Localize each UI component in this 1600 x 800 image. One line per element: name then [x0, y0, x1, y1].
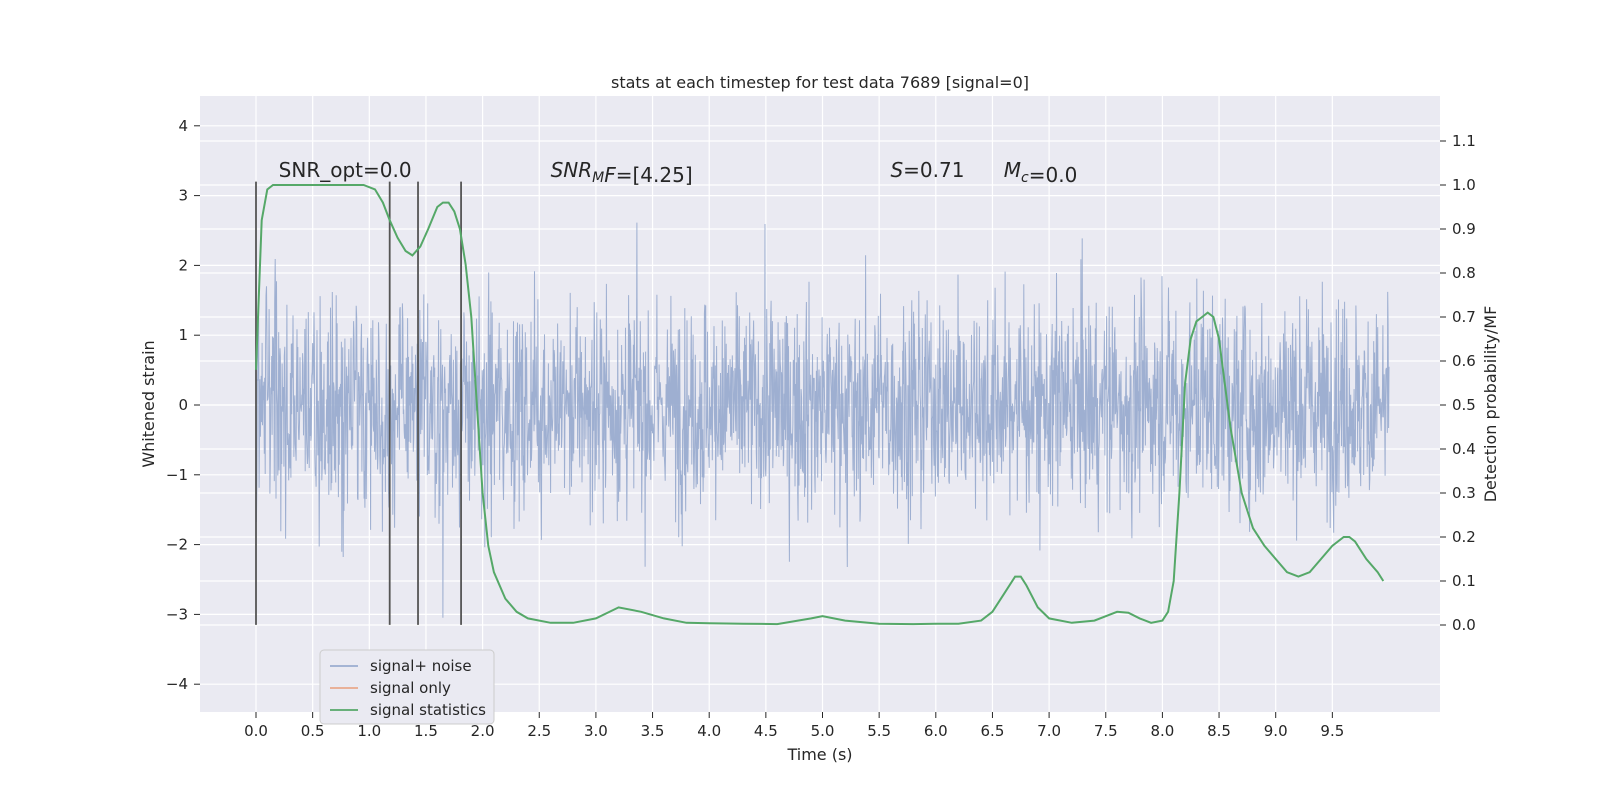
- x-tick-label: 3.0: [584, 722, 608, 740]
- x-tick-label: 9.0: [1264, 722, 1288, 740]
- y-right-tick-label: 0.5: [1452, 396, 1476, 414]
- y-right-tick-label: 0.0: [1452, 616, 1476, 634]
- legend-box: [319, 649, 495, 725]
- y-right-tick-label: 0.3: [1452, 484, 1476, 502]
- x-tick-label: 7.0: [1037, 722, 1061, 740]
- y-right-tick-label: 0.9: [1452, 220, 1476, 238]
- x-tick-label: 4.5: [754, 722, 778, 740]
- y-right-tick-label: 0.1: [1452, 572, 1476, 590]
- x-tick-label: 6.5: [981, 722, 1005, 740]
- y-right-axis-label: Detection probability/MF: [1481, 306, 1500, 503]
- annotations: SNR_opt=0.0 SNRMF=[4.25] S=0.71 Mc=0.0: [279, 158, 1078, 187]
- y-left-ticks: −4 −3 −2 −1 0 1 2 3 4: [166, 117, 200, 693]
- y-left-tick-label: −1: [166, 466, 188, 484]
- y-right-tick-label: 1.1: [1452, 132, 1476, 150]
- x-tick-label: 7.5: [1094, 722, 1118, 740]
- legend: signal+ noise signal only signal statistic…: [319, 649, 495, 725]
- x-axis-label: Time (s): [786, 745, 852, 764]
- y-right-ticks: 0.0 0.1 0.2 0.3 0.4 0.5 0.6 0.7 0.8 0.9 1.0 1.1: [1440, 132, 1476, 634]
- legend-label: signal only: [370, 679, 451, 697]
- y-left-tick-label: −4: [166, 675, 188, 693]
- y-right-tick-label: 0.2: [1452, 528, 1476, 546]
- legend-label: signal+ noise: [370, 657, 472, 675]
- x-tick-label: 4.0: [697, 722, 721, 740]
- y-left-tick-label: 4: [178, 117, 188, 135]
- y-left-tick-label: 3: [178, 187, 188, 205]
- annotation-1: SNRMF=[4.25]: [551, 158, 693, 187]
- chart-title: stats at each timestep for test data 768…: [611, 73, 1029, 92]
- x-tick-label: 8.5: [1207, 722, 1231, 740]
- y-left-tick-label: 2: [178, 256, 188, 274]
- signal-noise-line: [255, 222, 1390, 618]
- signal-statistics-line: [255, 184, 1385, 626]
- annotation-0: SNR_opt=0.0: [279, 158, 412, 182]
- vertical-markers: [255, 181, 462, 625]
- y-right-tick-label: 0.4: [1452, 440, 1476, 458]
- y-left-tick-label: −3: [166, 605, 188, 623]
- x-tick-label: 2.5: [527, 722, 551, 740]
- y-right-tick-label: 1.0: [1452, 176, 1476, 194]
- x-tick-label: 5.5: [867, 722, 891, 740]
- annotation-3: Mc=0.0: [1004, 158, 1078, 187]
- y-left-tick-label: 1: [178, 326, 188, 344]
- x-tick-label: 6.0: [924, 722, 948, 740]
- y-right-tick-label: 0.6: [1452, 352, 1476, 370]
- x-tick-label: 0.5: [301, 722, 325, 740]
- x-axis-ticks: 0.0 0.5 1.0 1.5 2.0 2.5 3.0 3.5 4.0 4.5 5.0 5.5 6.0 6…: [244, 712, 1344, 740]
- x-tick-label: 9.5: [1320, 722, 1344, 740]
- y-right-tick-label: 0.7: [1452, 308, 1476, 326]
- y-left-tick-label: −2: [166, 536, 188, 554]
- x-tick-label: 5.0: [811, 722, 835, 740]
- x-tick-label: 1.0: [357, 722, 381, 740]
- x-tick-label: 0.0: [244, 722, 268, 740]
- signal-statistics-series: [255, 184, 1385, 626]
- legend-label: signal statistics: [370, 701, 486, 719]
- annotation-2: S=0.71: [890, 158, 964, 182]
- x-tick-label: 2.0: [471, 722, 495, 740]
- x-tick-label: 3.5: [641, 722, 665, 740]
- y-right-tick-label: 0.8: [1452, 264, 1476, 282]
- x-tick-label: 1.5: [414, 722, 438, 740]
- x-tick-label: 8.0: [1150, 722, 1174, 740]
- signal-noise-series: [255, 222, 1390, 618]
- y-left-axis-label: Whitened strain: [139, 340, 158, 467]
- y-left-tick-label: 0: [178, 396, 188, 414]
